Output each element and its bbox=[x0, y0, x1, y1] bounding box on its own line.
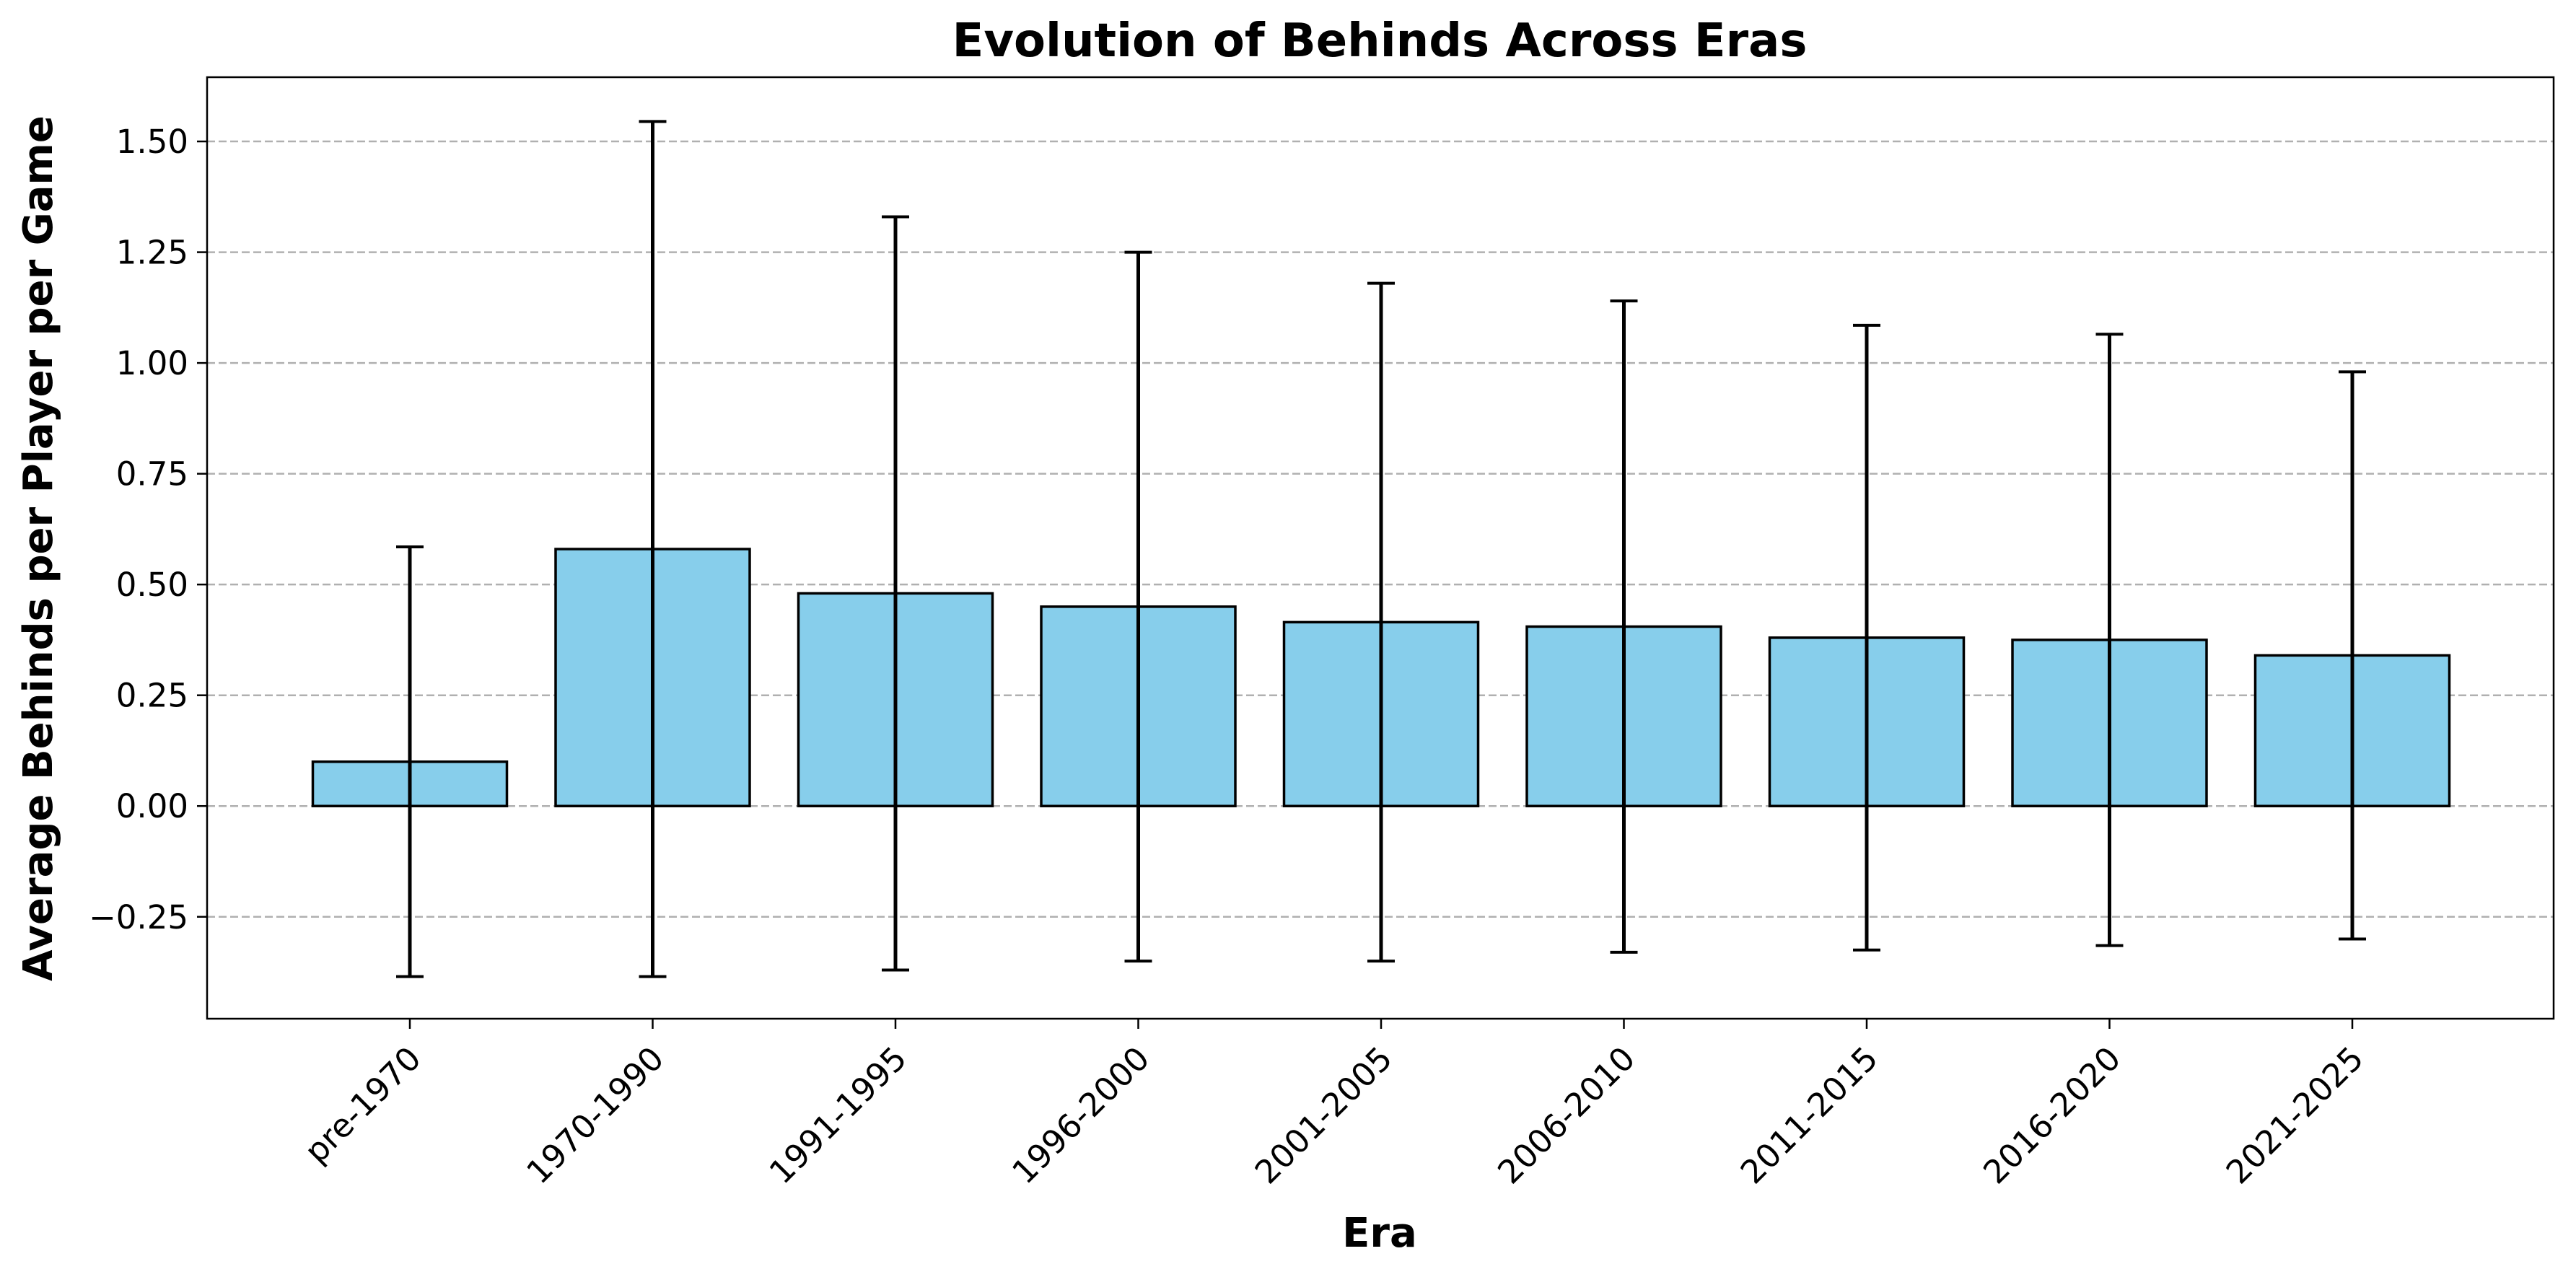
x-tick-label: pre-1970 bbox=[297, 1039, 429, 1170]
y-axis: −0.25 0.00 0.25 0.50 0.75 1.00 1.25 1.50 bbox=[89, 123, 207, 936]
error-bar bbox=[1610, 299, 1638, 954]
error-bar bbox=[2339, 370, 2366, 941]
x-tick-label: 2006-2010 bbox=[1490, 1039, 1642, 1191]
error-bar bbox=[882, 215, 909, 972]
y-tick-label: 0.75 bbox=[116, 455, 188, 493]
x-tick-label: 2001-2005 bbox=[1248, 1039, 1400, 1191]
x-axis: pre-1970 1970-1990 1991-1995 1996-2000 2001-… bbox=[297, 1019, 2371, 1191]
x-tick-label: 1996-2000 bbox=[1004, 1039, 1157, 1191]
y-tick-label: 1.25 bbox=[116, 234, 188, 272]
y-tick-label: 1.00 bbox=[116, 344, 188, 382]
x-tick-label: 2016-2020 bbox=[1976, 1039, 2128, 1191]
y-tick-label: 0.50 bbox=[116, 566, 188, 604]
y-tick-label: 0.25 bbox=[116, 677, 188, 715]
error-bars bbox=[396, 120, 2366, 978]
error-bar bbox=[1367, 281, 1395, 963]
x-axis-label: Era bbox=[1342, 1210, 1417, 1257]
y-tick-label: −0.25 bbox=[89, 898, 188, 936]
error-bar bbox=[396, 545, 424, 978]
error-bar bbox=[2095, 333, 2124, 947]
y-tick-label: 1.50 bbox=[116, 123, 188, 161]
error-bar bbox=[639, 120, 667, 978]
plot-area bbox=[206, 76, 2555, 1020]
y-tick-label: 0.00 bbox=[116, 787, 188, 825]
x-tick-label: 1991-1995 bbox=[762, 1039, 914, 1191]
x-tick-label: 2021-2025 bbox=[2219, 1039, 2371, 1191]
error-bar bbox=[1124, 250, 1152, 963]
y-axis-label: Average Behinds per Player per Game bbox=[15, 115, 62, 981]
error-bar bbox=[1853, 323, 1880, 952]
chart-title: Evolution of Behinds Across Eras bbox=[952, 14, 1808, 68]
x-tick-label: 1970-1990 bbox=[519, 1039, 671, 1191]
x-tick-label: 2011-2015 bbox=[1733, 1039, 1885, 1191]
